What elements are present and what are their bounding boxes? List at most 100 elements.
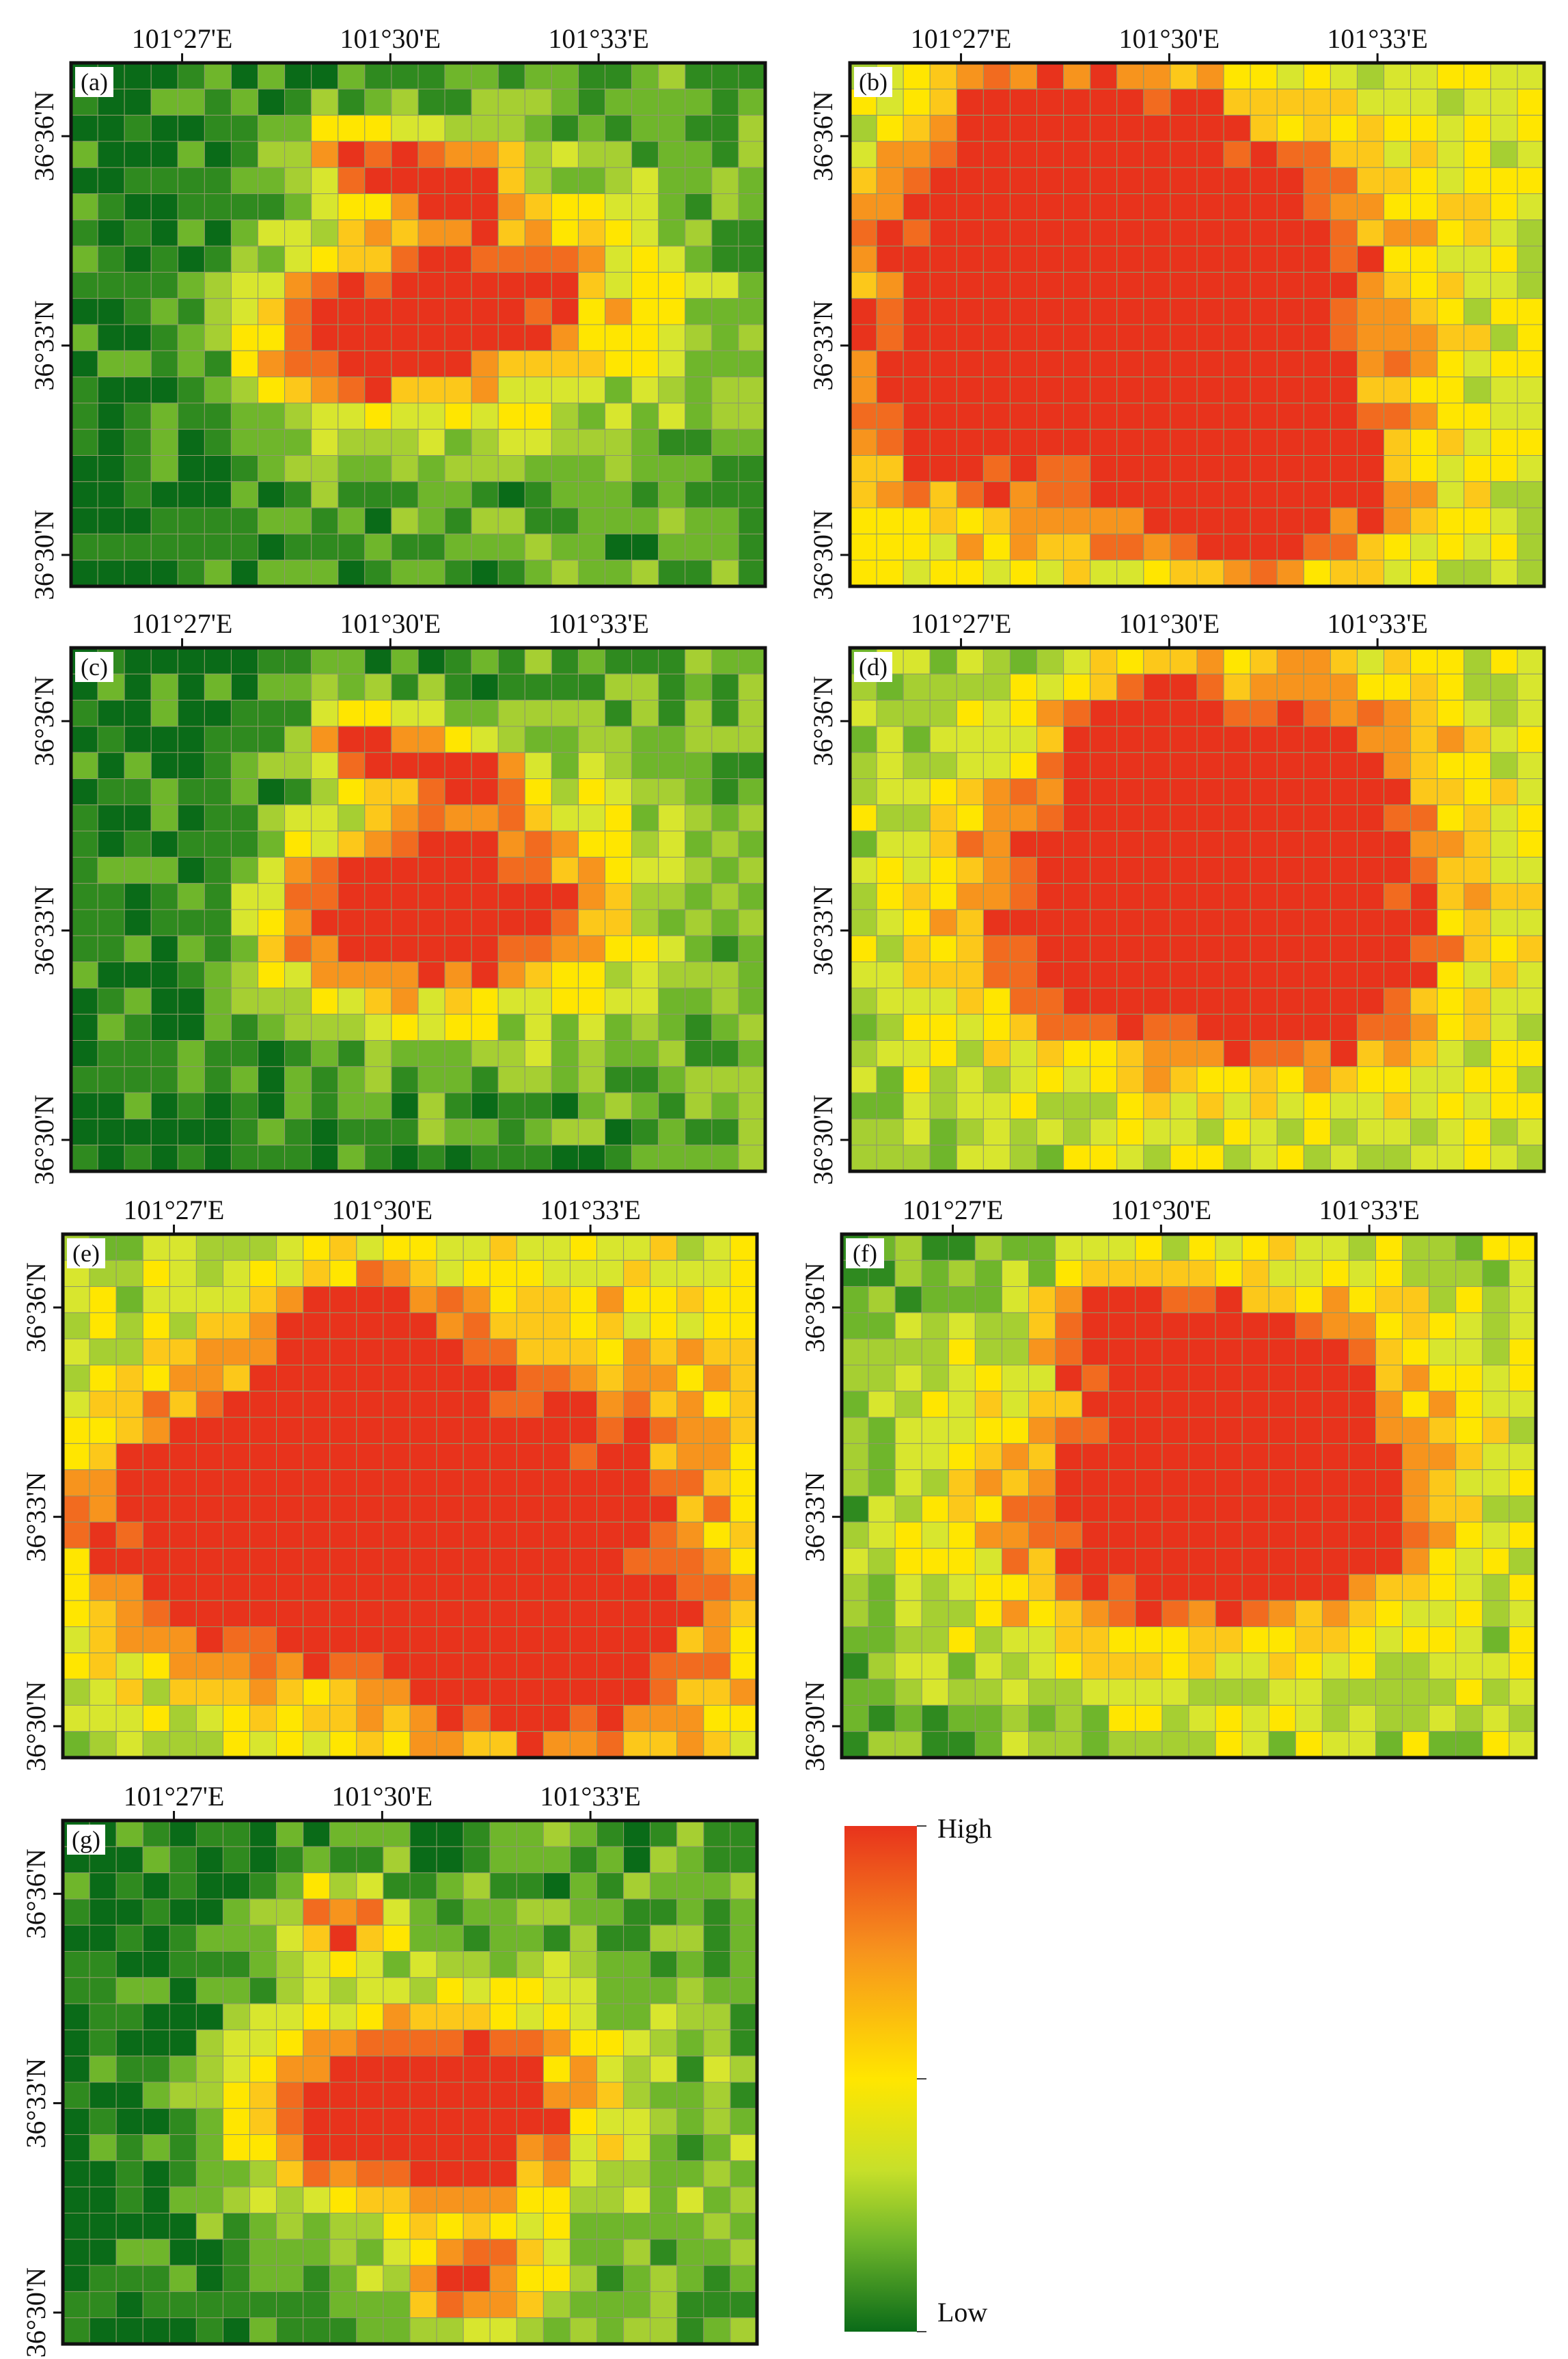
raster-cell [249,1312,277,1339]
raster-cell [409,1652,437,1680]
raster-cell [329,2239,357,2266]
raster-cell [1330,455,1358,482]
raster-cell [1276,141,1304,168]
raster-cell [62,1652,90,1680]
raster-cell [542,2160,570,2187]
raster-cell [516,2291,544,2319]
raster-cell [311,700,339,727]
raster-cell [1170,245,1198,273]
raster-cell [948,1678,976,1706]
raster-cell [417,700,445,727]
raster-cell [1036,533,1064,561]
raster-cell [1330,298,1358,325]
raster-cell [115,2213,143,2240]
raster-cell [849,560,877,587]
raster-cell [89,1626,117,1654]
raster-cell [1241,1495,1269,1523]
raster-cell [516,2108,544,2136]
raster-cell [551,533,579,561]
raster-cell [436,2134,464,2162]
raster-cell [383,1977,411,2004]
raster-cell [284,1092,312,1119]
raster-cell [676,1286,704,1313]
raster-cell [903,778,931,806]
raster-cell [1303,455,1331,482]
raster-cell [1090,778,1118,806]
raster-cell [676,1600,704,1628]
raster-cell [631,377,659,404]
raster-cell [150,481,178,508]
raster-cell [444,1040,472,1067]
raster-cell [650,1820,678,1847]
raster-cell [471,533,499,561]
raster-cell [524,350,552,378]
raster-cell [703,1678,731,1706]
raster-cell [1321,1259,1349,1287]
raster-cell [303,2160,331,2187]
y-tick-label: 36°30'N [808,510,838,600]
raster-cell [730,1600,758,1628]
raster-cell [1116,962,1144,989]
raster-cell [1241,1731,1269,1758]
raster-cell [1196,726,1224,753]
raster-cell [703,1898,731,1926]
raster-cell [222,1469,251,1497]
raster-cell [417,830,445,858]
raster-cell [1356,507,1385,534]
raster-cell [303,1443,331,1471]
raster-cell [1241,1469,1269,1497]
raster-cell [730,2082,758,2109]
raster-cell [329,1820,357,1847]
raster-cell [876,909,904,936]
raster-cell [631,167,659,194]
raster-cell [1135,1338,1163,1365]
raster-cell [577,647,606,674]
raster-cell [1330,507,1358,534]
raster-cell [524,245,552,273]
raster-cell [115,2239,143,2266]
raster-cell [230,1040,259,1067]
raster-cell [921,1652,949,1680]
raster-cell [974,1259,1002,1287]
raster-cell [409,1924,437,1952]
raster-cell [1170,909,1198,936]
raster-cell [383,1574,411,1601]
raster-cell [150,298,178,325]
raster-cell [876,377,904,404]
raster-cell [204,533,232,561]
raster-cell [284,1118,312,1146]
raster-cell [551,700,579,727]
raster-cell [1143,778,1171,806]
raster-cell [685,1040,713,1067]
raster-cell [676,2029,704,2057]
raster-cell [338,856,366,884]
raster-cell [903,141,931,168]
raster-cell [516,1704,544,1732]
raster-cell [1009,245,1038,273]
raster-cell [1116,219,1144,247]
raster-cell [685,883,713,910]
panel-label: (c) [81,653,108,681]
raster-cell [1063,560,1091,587]
raster-cell [1090,481,1118,508]
raster-cell [364,193,392,221]
raster-cell [1384,752,1412,779]
raster-cell [284,271,312,299]
raster-cell [1090,403,1118,430]
raster-cell [276,1286,304,1313]
raster-cell [1356,1066,1385,1093]
raster-cell [605,533,633,561]
raster-cell [1482,1338,1510,1365]
raster-cell [703,2265,731,2292]
raster-cell [516,1233,544,1261]
raster-cell [444,962,472,989]
raster-cell [1108,1574,1136,1601]
raster-cell [623,1600,651,1628]
raster-cell [62,1548,90,1575]
raster-cell [1375,1704,1403,1732]
raster-cell [676,2239,704,2266]
raster-cell [577,830,606,858]
raster-cell [258,141,286,168]
raster-cell [142,2265,170,2292]
raster-cell [1384,141,1412,168]
